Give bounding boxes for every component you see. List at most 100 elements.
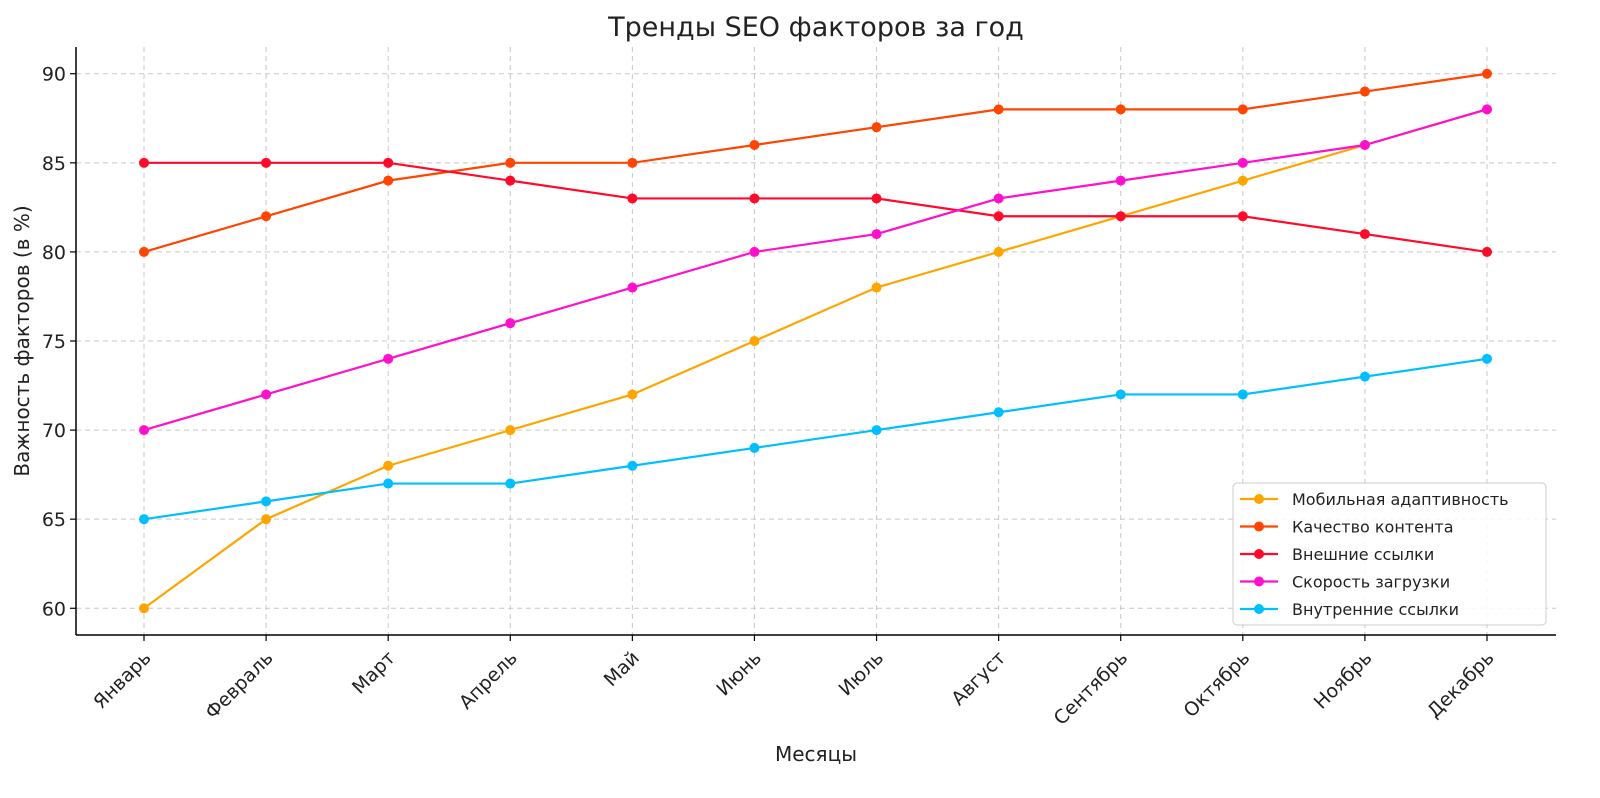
x-tick-label: Март <box>348 647 400 699</box>
x-tick-label: Июнь <box>712 647 766 701</box>
data-point <box>993 104 1004 115</box>
data-point <box>1237 211 1248 222</box>
series-line <box>143 72 1488 253</box>
legend-marker <box>1254 494 1264 504</box>
x-ticks: Январь Февраль Март Апрель Май Июнь Июль Август… <box>89 635 1499 730</box>
data-point <box>871 122 882 133</box>
data-point <box>383 157 394 168</box>
data-point <box>993 246 1004 257</box>
data-point <box>749 336 760 346</box>
data-point <box>505 175 516 186</box>
data-point <box>627 193 638 204</box>
data-point <box>383 460 394 471</box>
data-point <box>627 389 638 400</box>
data-point <box>1237 104 1248 115</box>
data-point <box>383 175 394 186</box>
data-point <box>993 407 1004 418</box>
data-point <box>627 460 638 471</box>
data-point <box>505 157 516 168</box>
legend-label: Скорость загрузки <box>1292 573 1450 592</box>
data-point <box>1115 175 1126 186</box>
series-4 <box>139 353 1492 525</box>
data-point <box>993 211 1004 222</box>
data-point <box>383 353 394 364</box>
data-point <box>871 193 882 204</box>
data-point <box>1359 86 1370 97</box>
data-point <box>1359 140 1370 150</box>
y-tick-label: 75 <box>42 331 66 353</box>
series-1 <box>139 68 1492 257</box>
data-point <box>261 389 272 400</box>
data-point <box>1482 104 1492 115</box>
data-point <box>1115 211 1126 222</box>
data-point <box>749 140 760 150</box>
x-tick-label: Май <box>600 647 644 691</box>
x-tick-label: Октябрь <box>1179 647 1254 722</box>
x-tick-label: Февраль <box>201 647 278 724</box>
y-tick-label: 70 <box>42 420 66 442</box>
data-point <box>627 282 638 293</box>
series-line <box>144 161 1488 253</box>
y-tick-label: 65 <box>42 509 66 531</box>
data-point <box>1237 389 1248 400</box>
y-tick-label: 80 <box>42 242 66 264</box>
legend-box <box>1232 482 1547 626</box>
data-point <box>749 442 760 453</box>
y-tick-label: 60 <box>42 598 66 620</box>
data-point <box>139 246 149 257</box>
data-point <box>261 211 272 222</box>
x-tick-label: Апрель <box>455 647 522 714</box>
y-ticks: 60 65 70 75 80 85 90 <box>42 64 76 620</box>
data-point <box>261 157 272 168</box>
data-point <box>1359 229 1370 240</box>
data-point <box>871 229 882 240</box>
data-point <box>139 157 149 168</box>
data-point <box>1482 68 1492 79</box>
x-tick-label: Ноябрь <box>1310 647 1377 714</box>
legend-marker <box>1254 604 1264 614</box>
data-point <box>505 425 516 436</box>
data-point <box>505 478 516 489</box>
chart-title: Тренды SEO факторов за год <box>607 12 1024 43</box>
data-point <box>139 514 149 525</box>
series-2 <box>139 157 1492 257</box>
legend-label: Внешние ссылки <box>1292 545 1434 564</box>
series-line <box>143 357 1488 521</box>
data-point <box>1115 104 1126 115</box>
data-point <box>1482 353 1492 364</box>
legend-marker <box>1254 521 1264 532</box>
series-line <box>143 108 1488 432</box>
series-line <box>143 108 1488 610</box>
data-point <box>1115 389 1126 400</box>
data-point <box>383 478 394 489</box>
data-point <box>1482 246 1492 257</box>
legend-label: Внутренние ссылки <box>1292 600 1459 619</box>
legend-label: Качество контента <box>1292 518 1454 537</box>
x-tick-label: Июль <box>835 647 888 700</box>
data-point <box>261 514 272 525</box>
x-axis-label: Месяцы <box>775 742 857 766</box>
data-point <box>505 318 516 329</box>
series-group <box>139 68 1492 614</box>
x-tick-label: Январь <box>89 647 155 713</box>
data-point <box>993 193 1004 204</box>
x-tick-label: Сентябрь <box>1050 647 1133 730</box>
data-point <box>261 496 272 507</box>
y-axis-label: Важность факторов (в %) <box>10 205 34 476</box>
series-0 <box>139 104 1492 614</box>
x-tick-label: Август <box>947 647 1010 710</box>
data-point <box>139 425 149 436</box>
legend-label: Мобильная адаптивность <box>1292 490 1509 509</box>
series-3 <box>139 104 1492 436</box>
data-point <box>749 246 760 257</box>
data-point <box>749 193 760 204</box>
data-point <box>1237 157 1248 168</box>
x-tick-label: Декабрь <box>1423 647 1498 722</box>
data-point <box>139 603 149 614</box>
y-tick-label: 90 <box>42 64 66 86</box>
legend-marker <box>1254 549 1264 559</box>
data-point <box>871 425 882 436</box>
data-point <box>871 282 882 293</box>
legend-marker <box>1254 576 1264 587</box>
